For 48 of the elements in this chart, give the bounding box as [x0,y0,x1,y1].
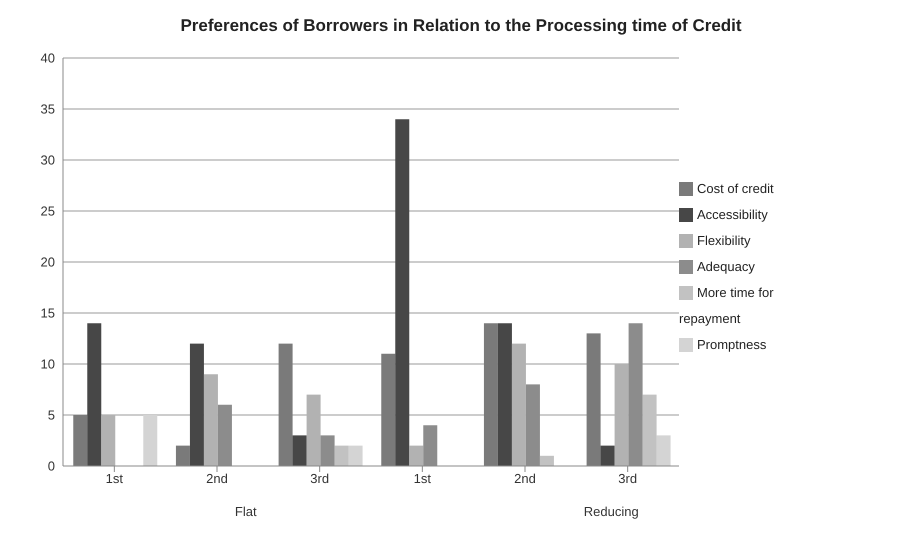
bar [409,446,424,466]
legend-label: Flexibility [697,232,750,248]
bar [656,435,671,466]
x-tick-label: 3rd [310,471,330,486]
x-tick-label: 1st [106,471,124,486]
bar [484,323,498,466]
bar [586,333,601,466]
bar [73,415,88,466]
legend-label: Adequacy [697,258,755,274]
chart-title: Preferences of Borrowers in Relation to the Processing time of Credit [179,16,743,36]
text: Reducing [582,504,640,519]
bar [306,394,321,466]
bar [334,446,349,466]
bar [143,415,158,466]
legend-label: Cost of credit [697,180,774,196]
bar [348,446,363,466]
bar [614,364,629,466]
bar [540,456,554,466]
legend-label: More time for repayment [679,284,774,326]
legend-label: Promptness [697,336,766,352]
bar [278,344,293,466]
y-tick-label: 15 [40,306,55,321]
x-tick-label: 3rd [618,471,638,486]
y-tick-label: 35 [40,102,55,117]
bar [512,344,526,466]
legend-label: Accessibility [697,206,768,222]
y-tick-label: 20 [40,254,55,270]
y-tick-label: 30 [40,152,55,168]
bar [381,354,396,466]
bar [87,323,102,466]
y-tick-label: 10 [40,356,55,372]
y-tick-label: 40 [40,50,55,66]
x-tick-label: 2nd [206,471,228,486]
bar [190,344,204,466]
bar [101,415,116,466]
y-tick-label: 5 [48,408,55,423]
bar [395,119,410,466]
bar [498,323,512,466]
bar [292,435,307,466]
bar [204,374,218,466]
x-tick-label: 1st [414,471,432,486]
y-tick-label: 0 [48,458,55,474]
bar [176,446,190,466]
bar [642,394,657,466]
y-tick-label: 25 [40,204,55,219]
text: Flat [234,504,258,519]
bar [600,446,615,466]
x-tick-label: 2nd [514,471,536,486]
